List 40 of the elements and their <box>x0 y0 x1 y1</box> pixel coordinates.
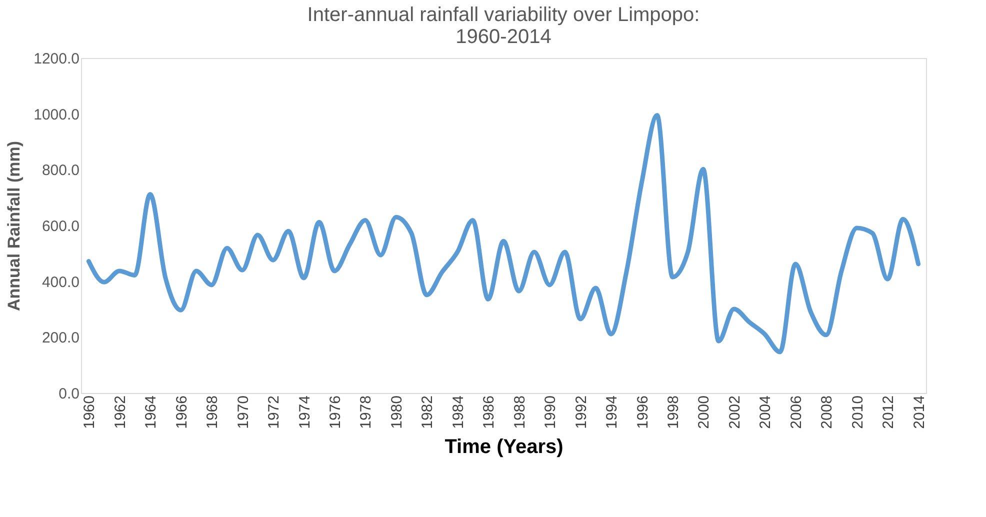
x-tick-label: 1996 <box>634 396 652 429</box>
x-tick-label: 1976 <box>327 396 344 429</box>
x-tick-label: 1960 <box>81 396 98 429</box>
x-tick-label: 1970 <box>234 396 252 429</box>
text: 1960-2014 <box>456 26 552 48</box>
x-tick-label: 1984 <box>450 396 467 429</box>
x-tick-label: 1994 <box>604 396 621 429</box>
x-tick-label: 2004 <box>757 396 774 429</box>
x-axis-title: Time (Years) <box>444 436 564 458</box>
x-tick-label: 1986 <box>480 396 498 429</box>
x-tick-label: 2008 <box>818 396 836 429</box>
x-tick-label: 2000 <box>696 396 713 429</box>
x-tick-label: 1968 <box>204 396 222 429</box>
x-tick-label: 1988 <box>511 396 528 429</box>
text: Inter-annual rainfall variability over Limpopo: <box>307 4 700 26</box>
x-tick-label: 1978 <box>358 396 375 429</box>
y-tick-label: 400.0 <box>42 274 80 291</box>
y-axis-title: Annual Rainfall (mm) <box>4 140 24 312</box>
x-tick-label: 2006 <box>788 396 805 429</box>
x-tick-label: 1998 <box>665 396 682 429</box>
y-tick-label: 800.0 <box>42 162 80 180</box>
x-tick-label: 1964 <box>142 396 160 429</box>
x-tick-label: 2002 <box>726 396 744 429</box>
x-tick-label: 1982 <box>419 396 436 429</box>
y-tick-label: 0.0 <box>58 386 80 402</box>
x-tick-label: 1966 <box>173 396 190 429</box>
x-tick-label: 1992 <box>572 396 590 429</box>
x-tick-label: 1990 <box>542 396 560 429</box>
y-tick-label: 1200.0 <box>34 50 80 68</box>
y-tick-label: 600.0 <box>42 218 80 235</box>
x-tick-label: 2010 <box>849 396 866 429</box>
x-tick-label: 1972 <box>266 396 283 429</box>
y-tick-label: 200.0 <box>42 330 80 347</box>
line-series <box>86 112 921 354</box>
x-tick-label: 2014 <box>910 396 928 429</box>
x-tick-label: 2012 <box>880 396 898 429</box>
x-tick-label: 1974 <box>296 396 314 429</box>
y-tick-label: 1000.0 <box>34 106 80 124</box>
x-tick-label: 1980 <box>388 396 406 429</box>
x-tick-label: 1962 <box>112 396 129 429</box>
